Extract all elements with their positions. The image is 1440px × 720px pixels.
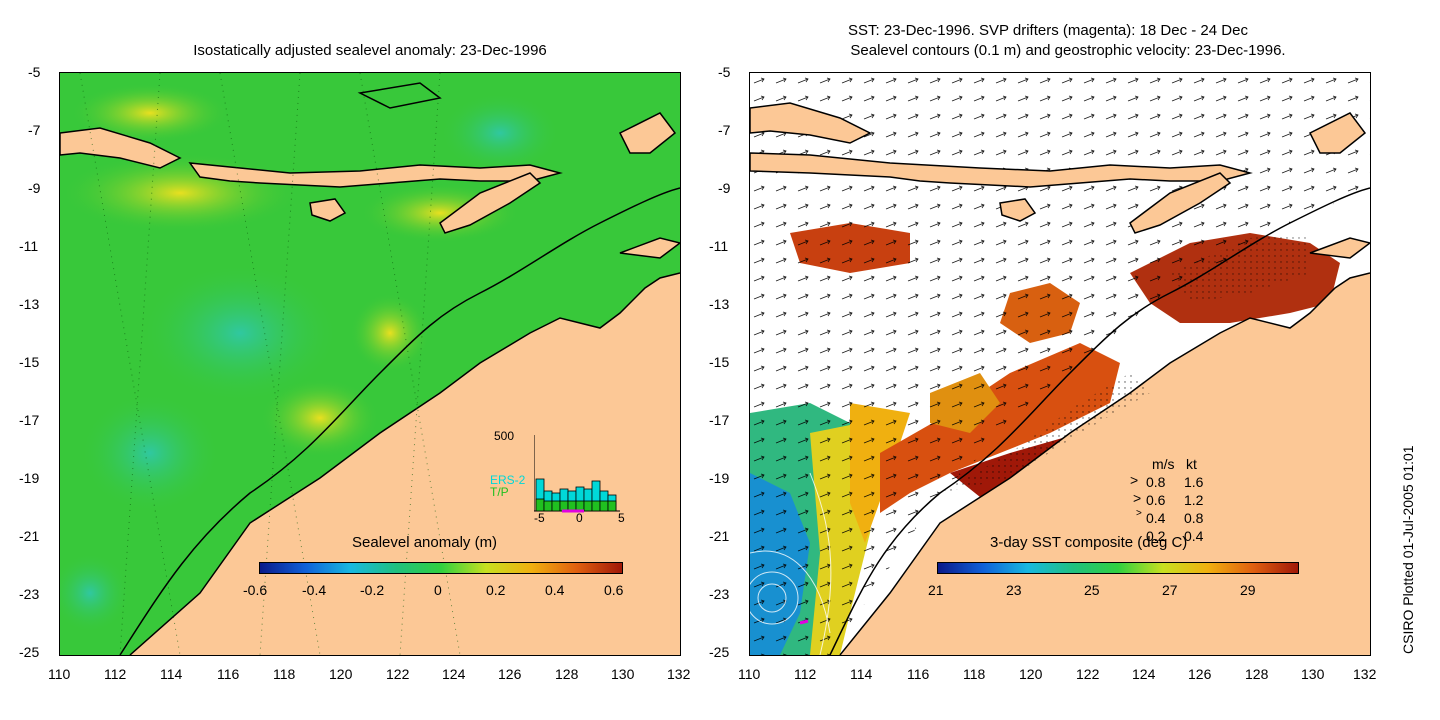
left-colorbar — [259, 562, 623, 574]
x-tick: 118 — [963, 666, 986, 682]
velocity-key-ms: 0.2 — [1146, 528, 1166, 544]
x-tick: 128 — [1245, 666, 1269, 682]
y-tick: -19 — [709, 470, 730, 486]
y-tick: -23 — [19, 586, 40, 602]
right-panel-title-line2: Sealevel contours (0.1 m) and geostrophi… — [850, 42, 1286, 59]
velocity-arrow-icon: > — [1133, 490, 1142, 506]
y-tick: -25 — [19, 644, 40, 660]
y-tick: -23 — [709, 586, 730, 602]
x-tick: 122 — [1076, 666, 1100, 682]
velocity-key-ms: 0.6 — [1146, 492, 1166, 508]
y-tick: -15 — [19, 354, 40, 370]
x-tick: 120 — [1019, 666, 1043, 682]
velocity-key: m/s kt > 0.8 1.6 > 0.6 1.2 > 0.4 0.8 0.2… — [1130, 456, 1250, 546]
x-tick: 112 — [104, 666, 127, 682]
histogram-ymax-label: 500 — [494, 429, 515, 443]
left-cbar-tick: 0.6 — [604, 582, 624, 598]
velocity-key-kt: 1.6 — [1184, 474, 1204, 490]
right-cbar-tick: 29 — [1240, 582, 1256, 598]
y-tick: -17 — [709, 412, 730, 428]
y-tick: -7 — [718, 122, 731, 138]
histogram-xtick-neg5: -5 — [534, 511, 545, 525]
y-tick: -21 — [19, 528, 40, 544]
sealevel-anomaly-map — [60, 73, 680, 655]
left-map — [59, 72, 681, 656]
x-tick: 128 — [555, 666, 579, 682]
csiro-credit: CSIRO Plotted 01-Jul-2005 01:01 — [1400, 445, 1416, 654]
y-tick: -13 — [709, 296, 730, 312]
x-tick: 110 — [738, 666, 761, 682]
velocity-key-header-ms: m/s — [1152, 456, 1175, 472]
left-cbar-tick: -0.2 — [360, 582, 385, 598]
x-tick: 114 — [160, 666, 183, 682]
x-tick: 116 — [217, 666, 240, 682]
velocity-key-kt: 1.2 — [1184, 492, 1204, 508]
left-cbar-tick: 0.2 — [486, 582, 506, 598]
y-tick: -13 — [19, 296, 40, 312]
left-cbar-tick: -0.6 — [243, 582, 268, 598]
x-tick: 110 — [48, 666, 71, 682]
x-tick: 124 — [442, 666, 466, 682]
x-tick: 124 — [1132, 666, 1156, 682]
x-tick: 132 — [1353, 666, 1377, 682]
x-tick: 112 — [794, 666, 817, 682]
left-panel-title: Isostatically adjusted sealevel anomaly:… — [193, 42, 547, 59]
track-histogram-inset: 500 ERS-2 T/P -5 0 — [480, 425, 640, 525]
left-colorbar-label: Sealevel anomaly (m) — [352, 534, 498, 551]
left-cbar-tick: 0.4 — [545, 582, 565, 598]
right-colorbar-label: 3-day SST composite (deg C) — [990, 534, 1188, 551]
y-tick: -9 — [28, 180, 41, 196]
legend-tp: T/P — [490, 485, 509, 499]
x-tick: 132 — [667, 666, 691, 682]
x-tick: 122 — [386, 666, 410, 682]
velocity-key-kt: 0.4 — [1184, 528, 1204, 544]
y-tick: -19 — [19, 470, 40, 486]
x-tick: 120 — [329, 666, 353, 682]
velocity-arrow-icon: > — [1130, 472, 1139, 488]
left-cbar-tick: -0.4 — [302, 582, 327, 598]
right-cbar-tick: 21 — [928, 582, 944, 598]
velocity-key-ms: 0.8 — [1146, 474, 1166, 490]
y-tick: -11 — [709, 238, 729, 254]
right-map — [749, 72, 1371, 656]
left-cbar-tick: 0 — [434, 582, 442, 598]
x-tick: 126 — [1188, 666, 1212, 682]
y-tick: -25 — [709, 644, 730, 660]
velocity-key-kt: 0.8 — [1184, 510, 1204, 526]
y-tick: -11 — [19, 238, 39, 254]
y-tick: -17 — [19, 412, 40, 428]
y-tick: -9 — [718, 180, 731, 196]
right-panel-title-line1: SST: 23-Dec-1996. SVP drifters (magenta)… — [848, 22, 1248, 39]
x-tick: 126 — [498, 666, 522, 682]
x-tick: 130 — [611, 666, 635, 682]
x-tick: 118 — [273, 666, 296, 682]
x-tick: 114 — [850, 666, 873, 682]
histogram-xtick-0: 0 — [576, 511, 583, 525]
legend-ers2: ERS-2 — [490, 473, 526, 487]
histogram-xtick-5: 5 — [618, 511, 625, 525]
velocity-key-header-kt: kt — [1186, 456, 1197, 472]
y-tick: -21 — [709, 528, 730, 544]
histogram-bars — [534, 435, 620, 513]
right-colorbar — [937, 562, 1299, 574]
y-tick: -15 — [709, 354, 730, 370]
right-cbar-tick: 27 — [1162, 582, 1178, 598]
x-tick: 116 — [907, 666, 930, 682]
y-tick: -5 — [718, 64, 731, 80]
right-cbar-tick: 23 — [1006, 582, 1022, 598]
right-cbar-tick: 25 — [1084, 582, 1100, 598]
y-tick: -5 — [28, 64, 41, 80]
y-tick: -7 — [28, 122, 41, 138]
sst-composite-map — [750, 73, 1370, 655]
velocity-key-ms: 0.4 — [1146, 510, 1166, 526]
x-tick: 130 — [1301, 666, 1325, 682]
velocity-arrow-icon: > — [1136, 508, 1142, 519]
